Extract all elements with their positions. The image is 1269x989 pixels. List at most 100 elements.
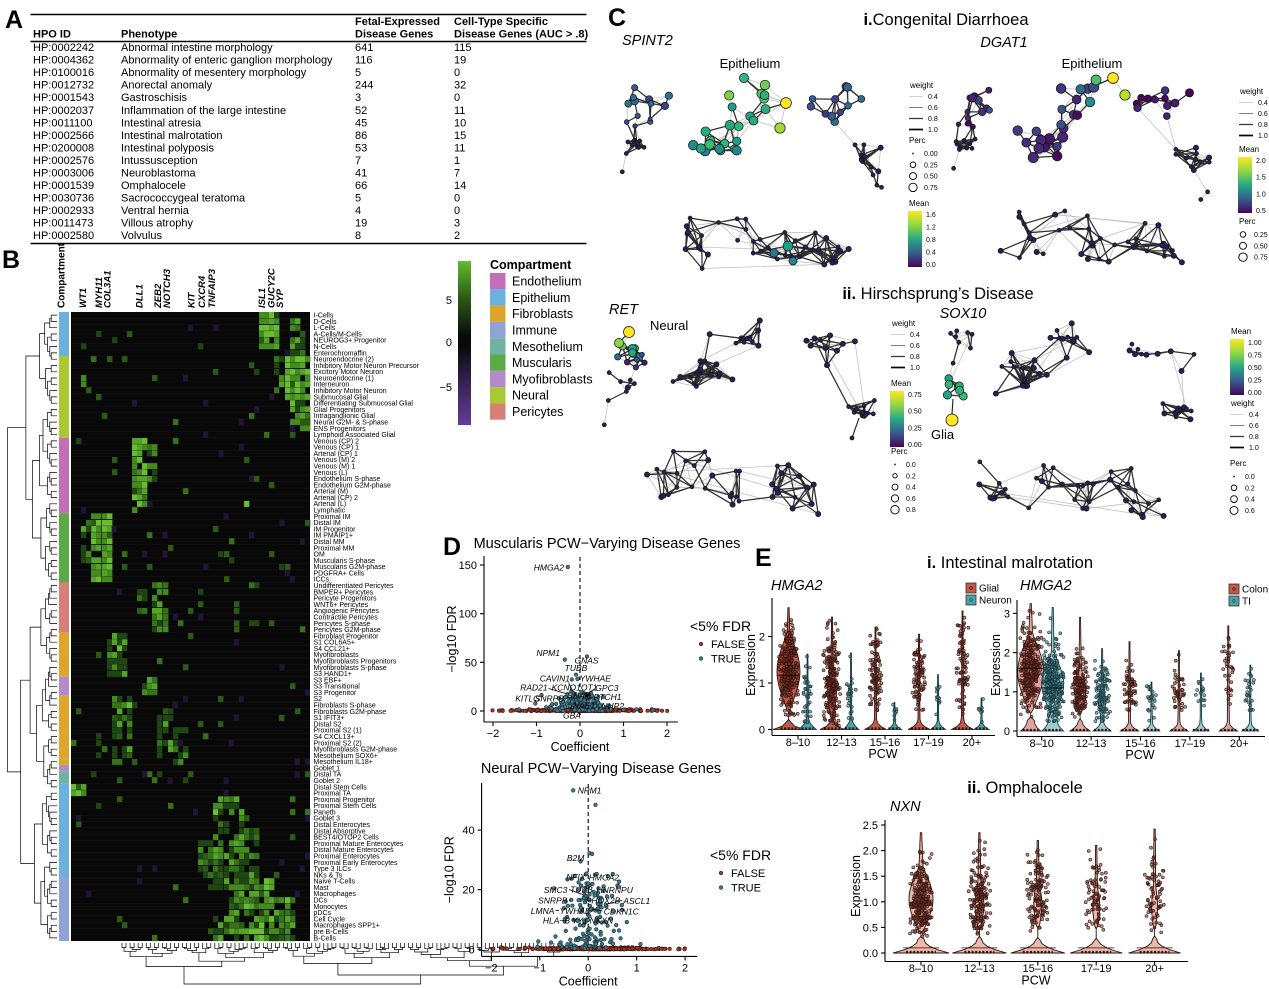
svg-text:10: 10	[454, 117, 466, 129]
svg-text:2: 2	[682, 962, 688, 974]
svg-text:1.00: 1.00	[1248, 340, 1262, 347]
svg-text:244: 244	[355, 80, 373, 92]
svg-text:Proximal IM: Proximal IM	[314, 514, 351, 521]
svg-text:7: 7	[355, 155, 361, 167]
svg-text:Compartment: Compartment	[490, 258, 572, 272]
svg-text:8: 8	[355, 230, 361, 242]
svg-text:COL3A1: COL3A1	[102, 271, 113, 308]
svg-text:Proximal Early Enterocytes: Proximal Early Enterocytes	[314, 860, 399, 867]
svg-text:Distal IM: Distal IM	[314, 520, 341, 527]
svg-text:i. Intestinal malrotation: i. Intestinal malrotation	[927, 554, 1093, 572]
svg-text:0.8: 0.8	[926, 237, 936, 244]
svg-text:B: B	[2, 246, 20, 274]
svg-text:0.4: 0.4	[926, 250, 936, 257]
svg-text:0.25: 0.25	[1248, 378, 1262, 385]
svg-text:Goblet 3: Goblet 3	[314, 816, 341, 823]
svg-text:Myofibroblasts Progenitors: Myofibroblasts Progenitors	[314, 659, 397, 666]
svg-text:0.75: 0.75	[1248, 353, 1262, 360]
svg-text:Distal Stem Cells: Distal Stem Cells	[314, 784, 368, 791]
svg-text:TUBB: TUBB	[565, 663, 588, 673]
svg-text:N-Cells: N-Cells	[314, 344, 337, 351]
svg-text:SNRPB: SNRPB	[535, 694, 565, 704]
svg-text:5: 5	[446, 295, 452, 307]
svg-text:SPINT2: SPINT2	[622, 33, 673, 49]
svg-text:S4 CCL21+: S4 CCL21+	[314, 646, 350, 653]
svg-text:YY1: YY1	[572, 916, 588, 926]
svg-text:0.0: 0.0	[906, 462, 916, 469]
svg-text:HMGA2: HMGA2	[534, 563, 565, 573]
svg-text:Excitory Motor Neuron: Excitory Motor Neuron	[314, 369, 384, 376]
svg-text:Proximal Enterocytes: Proximal Enterocytes	[314, 854, 381, 861]
svg-text:YWHAE: YWHAE	[580, 674, 612, 684]
svg-text:Distal Mature Enterocytes: Distal Mature Enterocytes	[314, 847, 395, 854]
svg-text:5: 5	[355, 193, 361, 205]
svg-text:DGAT1: DGAT1	[980, 35, 1027, 51]
svg-text:Differentiating Submucosal Gli: Differentiating Submucosal Glial	[314, 401, 414, 408]
svg-text:CAVIN1: CAVIN1	[540, 674, 571, 684]
svg-text:GUCY2C: GUCY2C	[267, 268, 278, 308]
svg-text:L-Cells: L-Cells	[314, 325, 336, 332]
svg-text:115: 115	[454, 42, 472, 54]
svg-text:NKXN: NKXN	[590, 915, 614, 925]
svg-text:Disease Genes: Disease Genes	[355, 29, 433, 41]
svg-text:Fibroblasts G2M-phase: Fibroblasts G2M-phase	[314, 709, 387, 716]
svg-text:WNT6+ Pericytes: WNT6+ Pericytes	[314, 602, 369, 609]
svg-text:2.5: 2.5	[863, 820, 878, 832]
svg-text:17–19: 17–19	[1175, 738, 1206, 750]
svg-text:Interneuron: Interneuron	[314, 382, 350, 389]
svg-text:3: 3	[355, 92, 361, 104]
svg-text:Mean: Mean	[891, 379, 911, 388]
svg-text:Omphalocele: Omphalocele	[121, 180, 186, 192]
svg-text:0.8: 0.8	[928, 116, 938, 123]
svg-text:WT1: WT1	[78, 288, 89, 308]
svg-text:HP:0011100: HP:0011100	[33, 117, 93, 129]
svg-text:B2M: B2M	[567, 853, 585, 863]
svg-text:86: 86	[355, 130, 367, 142]
svg-text:Venous (L): Venous (L)	[314, 470, 348, 477]
svg-text:1.0: 1.0	[1256, 191, 1266, 198]
svg-text:Pericyte Progenitors: Pericyte Progenitors	[314, 596, 378, 603]
svg-text:1.0: 1.0	[928, 127, 938, 134]
svg-text:17–19: 17–19	[913, 737, 944, 749]
svg-text:D-Cells: D-Cells	[314, 319, 337, 326]
svg-text:1.0: 1.0	[1258, 133, 1268, 140]
svg-text:0.75: 0.75	[1254, 255, 1268, 262]
svg-text:0.4: 0.4	[906, 485, 916, 492]
svg-text:8–10: 8–10	[786, 737, 810, 749]
svg-text:Distal S2: Distal S2	[314, 721, 342, 728]
svg-text:53: 53	[355, 142, 367, 154]
svg-text:0: 0	[454, 193, 460, 205]
svg-text:S3 Transitional: S3 Transitional	[314, 684, 361, 691]
svg-text:0.4: 0.4	[928, 94, 938, 101]
svg-text:Fetal-Expressed: Fetal-Expressed	[355, 16, 440, 28]
svg-text:RET: RET	[609, 302, 639, 318]
svg-text:0.00: 0.00	[1248, 390, 1262, 397]
svg-text:Monocytes: Monocytes	[314, 904, 348, 911]
svg-text:A: A	[5, 6, 23, 34]
svg-text:0.25: 0.25	[924, 162, 938, 169]
svg-text:S3 HAND1+: S3 HAND1+	[314, 671, 352, 678]
svg-text:Sacrococcygeal teratoma: Sacrococcygeal teratoma	[121, 193, 246, 205]
svg-text:0.5: 0.5	[1256, 208, 1266, 215]
svg-text:Fibroblasts: Fibroblasts	[512, 307, 573, 321]
svg-text:Ventral hernia: Ventral hernia	[121, 205, 190, 217]
svg-text:Mean: Mean	[1239, 145, 1259, 154]
svg-text:116: 116	[355, 55, 373, 67]
svg-text:SNRPB: SNRPB	[538, 896, 568, 906]
svg-text:HP:0002566: HP:0002566	[33, 130, 94, 142]
svg-text:Glial: Glial	[979, 584, 999, 595]
svg-text:HP:0002933: HP:0002933	[33, 205, 94, 217]
svg-text:11: 11	[454, 105, 465, 117]
svg-text:<5% FDR: <5% FDR	[710, 847, 771, 863]
svg-text:weight: weight	[909, 81, 934, 90]
svg-text:0.6: 0.6	[1245, 508, 1255, 515]
svg-text:0.00: 0.00	[908, 442, 922, 449]
svg-text:S1 IFIT3+: S1 IFIT3+	[314, 715, 345, 722]
svg-text:TRUE: TRUE	[731, 883, 761, 895]
svg-text:Distal TA: Distal TA	[314, 772, 342, 779]
svg-text:0.50: 0.50	[908, 409, 922, 416]
svg-text:HP:0002576: HP:0002576	[33, 155, 94, 167]
svg-text:0: 0	[1004, 726, 1010, 738]
svg-text:Coefficient: Coefficient	[551, 740, 610, 754]
svg-text:0.8: 0.8	[1249, 434, 1259, 441]
